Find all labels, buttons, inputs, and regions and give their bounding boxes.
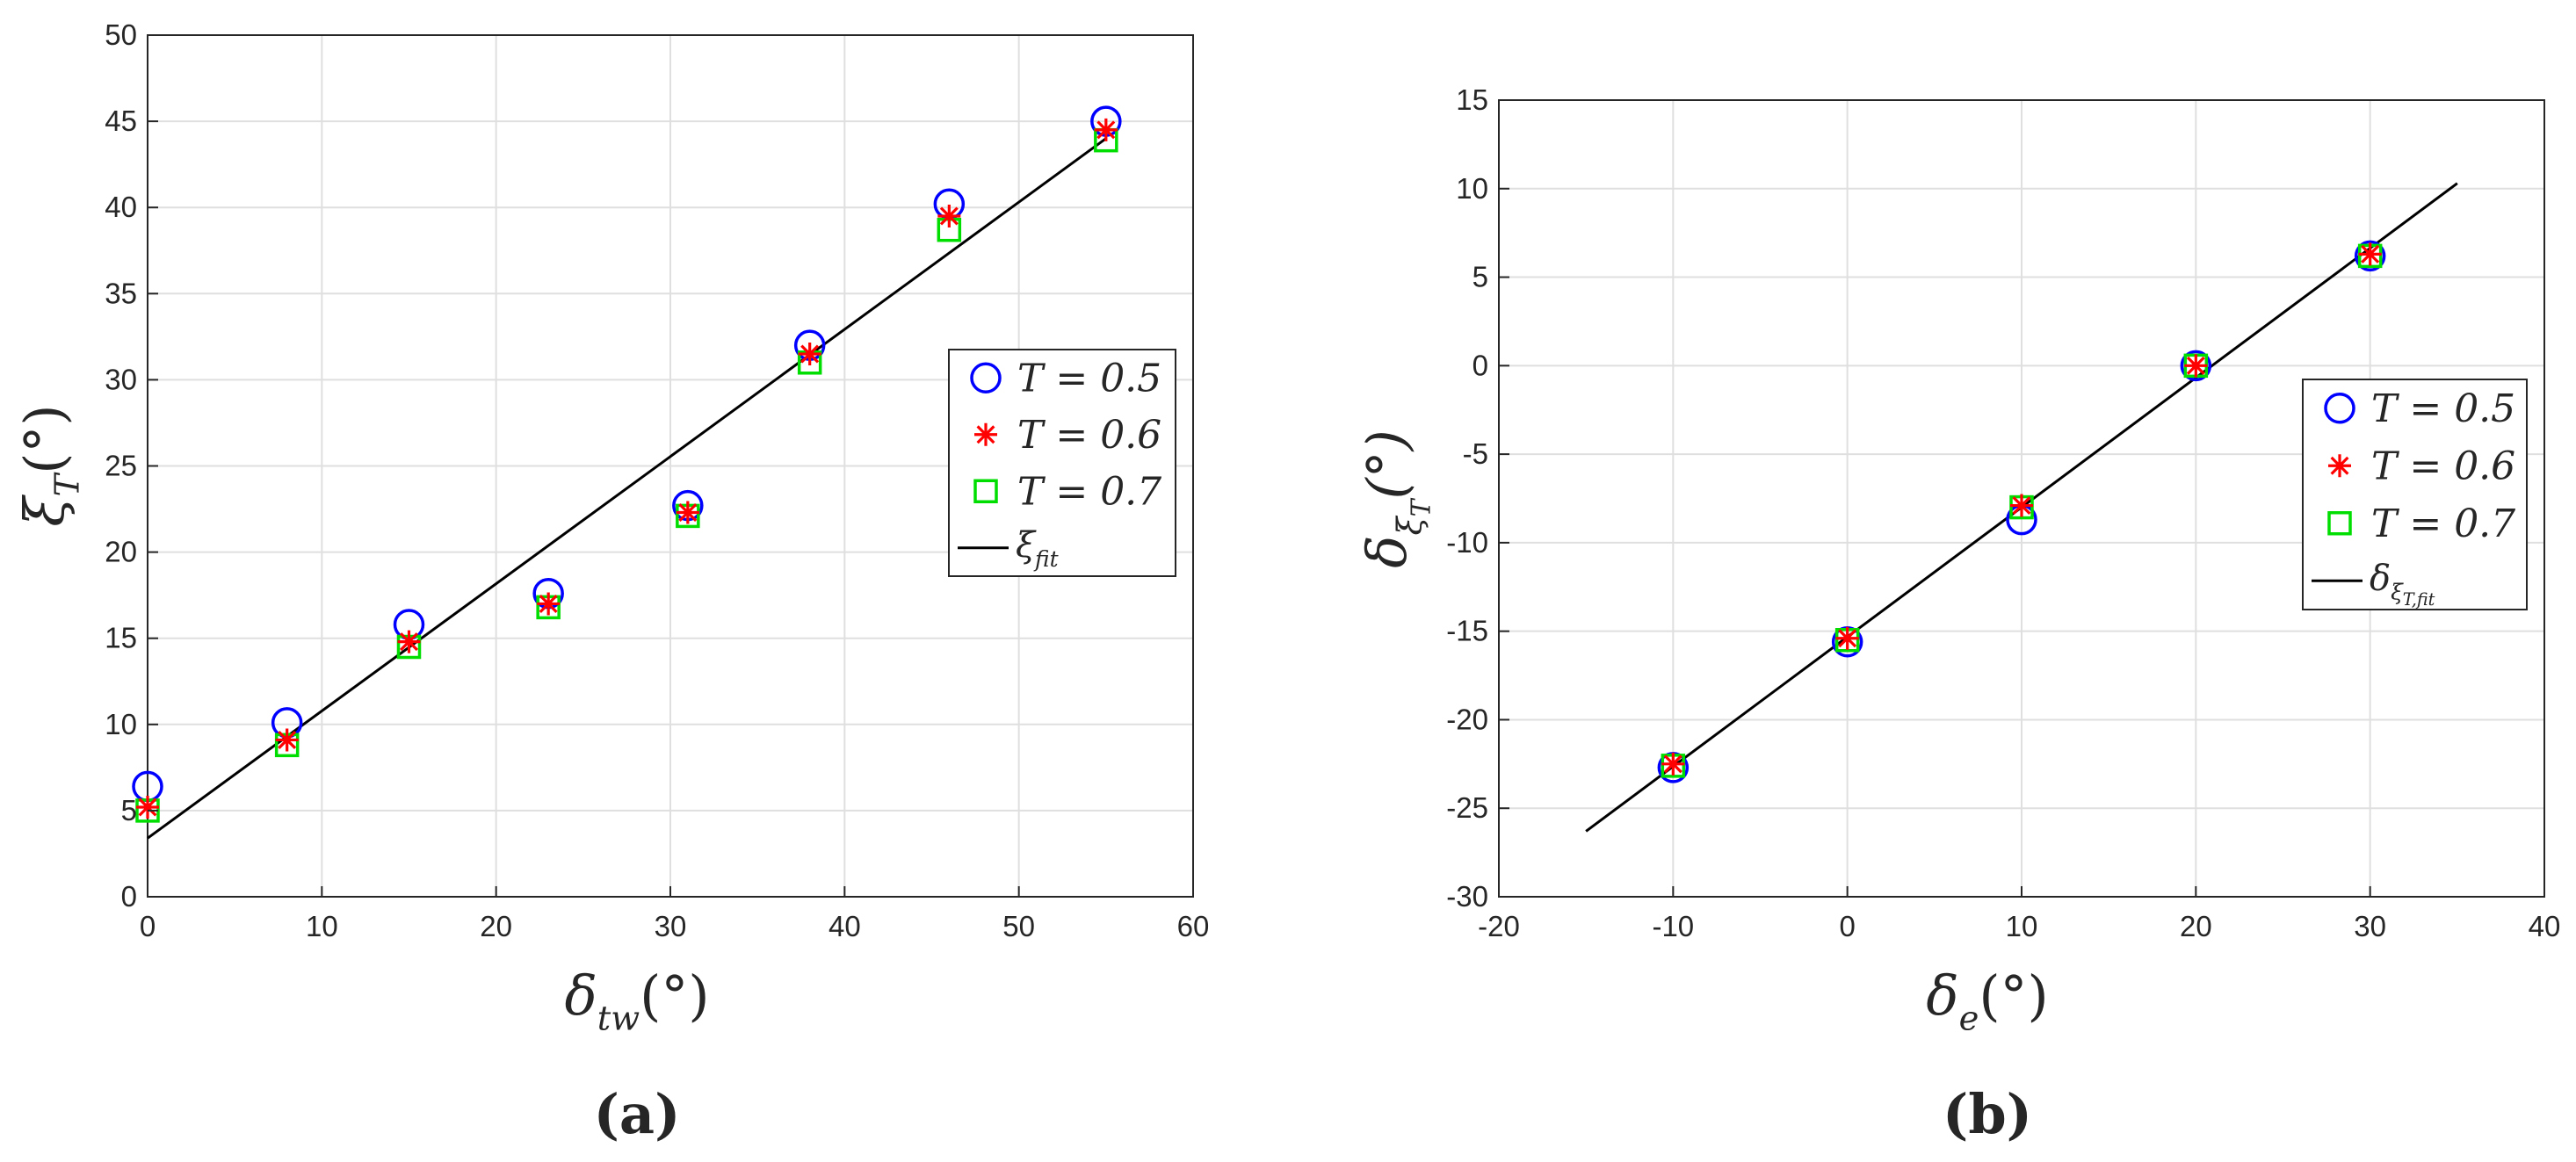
panel-a-point-asterisk	[275, 728, 299, 752]
panel-a-y-tick-label: 25	[105, 450, 137, 482]
panel-a-point-asterisk	[676, 501, 699, 524]
panel-b-y-tick-label: 15	[1456, 83, 1488, 116]
panel-b-y-tick-label: -15	[1446, 615, 1488, 647]
panel-a-x-tick-label: 10	[306, 910, 338, 942]
panel-b-x-tick-label: 30	[2354, 910, 2386, 942]
panel-a-legend-asterisk-icon	[974, 422, 997, 446]
panel-b-legend-label: T = 0.7	[2371, 502, 2515, 546]
panel-a-legend-square-icon	[973, 479, 998, 503]
panel-a-fit-line	[147, 137, 1107, 840]
panel-a-y-tick-label: 45	[105, 105, 137, 137]
panel-a-y-tick-label: 0	[121, 880, 137, 913]
panel-b-legend-asterisk-icon	[2328, 454, 2351, 478]
panel-a-y-axis-label: ξT(°)	[12, 404, 87, 526]
panel-a-x-tick-label: 30	[655, 910, 687, 942]
panel-b-legend-circle-icon	[2324, 393, 2355, 424]
panel-a-point-asterisk	[537, 592, 561, 616]
panel-b-y-ticks: -30 -25 -20 -15 -10 -5 0 5 10 15	[1446, 83, 1509, 913]
panel-b-point-asterisk	[1661, 752, 1685, 776]
panel-b-ylabel-text: δξT(°)	[1355, 429, 1436, 568]
panel-a-legend-fit-label: ξfit	[1016, 525, 1059, 572]
panel-a-x-axis-label: δtw(°)	[564, 964, 709, 1038]
panel-b-y-tick-label: -10	[1446, 526, 1488, 559]
panel-b-x-tick-label: 20	[2180, 910, 2212, 942]
panel-b-legend-label: T = 0.6	[2371, 444, 2515, 488]
panel-b-y-tick-label: 0	[1473, 349, 1488, 381]
panel-a-y-tick-label: 50	[105, 18, 137, 51]
panel-b-xlabel-text: δe(°)	[1926, 964, 2048, 1038]
panel-a-ylabel-text: ξT(°)	[12, 404, 87, 526]
panel-a-y-tick-label: 20	[105, 536, 137, 568]
panel-b: -20 -10 0 10 20 30 40 -30-25-20-15-10-5051015 …	[1355, 83, 2560, 1146]
panel-a-point-asterisk	[1094, 118, 1118, 141]
panel-a-point-asterisk	[397, 630, 421, 653]
panel-a-x-tick-label: 50	[1002, 910, 1035, 942]
panel-b-point-circle	[2180, 350, 2212, 382]
panel-b-point-asterisk	[1835, 626, 1859, 650]
panel-a-legend-circle-icon	[970, 362, 1002, 393]
panel-b-markers	[1657, 240, 2386, 783]
panel-b-y-tick-label: -25	[1446, 791, 1488, 824]
panel-a-y-ticks: 0 5 10 15 20 25 30 35 40 45 50	[105, 18, 158, 913]
panel-a-legend: T = 0.5 T = 0.6 T = 0.7 ξfit	[948, 349, 1176, 577]
panel-b-caption: (b)	[1943, 1082, 2032, 1146]
panel-b-point-circle	[2354, 240, 2386, 272]
panel-b-legend-square-icon	[2327, 511, 2352, 536]
panel-a-legend-box	[948, 349, 1176, 577]
panel-b-legend-box	[2302, 379, 2528, 610]
panel-a-x-tick-label: 40	[829, 910, 861, 942]
panel-b-legend: T = 0.5 T = 0.6 T = 0.7 δξT,fit	[2302, 379, 2528, 610]
panel-a-point-asterisk	[798, 342, 821, 365]
panel-a-x-tick-label: 60	[1177, 910, 1210, 942]
panel-b-x-tick-label: 0	[1839, 910, 1855, 942]
panel-a-legend-label: T = 0.6	[1017, 413, 1161, 458]
panel-b-legend-fit-label: δξT,fit	[2370, 558, 2435, 610]
panel-b-point-asterisk	[2010, 494, 2033, 517]
panel-b-y-axis-label: δξT(°)	[1355, 429, 1436, 568]
panel-b-x-tick-label: -20	[1478, 910, 1520, 942]
panel-a-y-tick-label: 15	[105, 622, 137, 654]
panel-b-x-tick-label: 10	[2006, 910, 2038, 942]
panel-b-y-tick-label: -30	[1446, 880, 1488, 913]
panel-b-y-tick-label: -5	[1463, 437, 1488, 470]
panel-b-x-ticks: -20 -10 0 10 20 30 40	[1478, 886, 2560, 942]
panel-a-xlabel-text: δtw(°)	[564, 964, 709, 1038]
panel-a-legend-label: T = 0.5	[1017, 356, 1161, 401]
panel-a-fit-line-group	[147, 137, 1107, 840]
panel-b-x-axis-label: δe(°)	[1926, 964, 2048, 1038]
panel-a-y-tick-label: 10	[105, 708, 137, 740]
panel-b-y-tick-label: 5	[1473, 261, 1488, 293]
panel-b-point-asterisk	[2184, 354, 2208, 378]
panel-a: 0 10 20 30 40 50 60 0 5 10 15 20 25 30 35 40 45 50 T = 0…	[12, 18, 1209, 1146]
panel-a-x-tick-label: 20	[480, 910, 512, 942]
panel-a-y-tick-label: 40	[105, 191, 137, 223]
panel-a-legend-label: T = 0.7	[1017, 469, 1161, 514]
panel-a-y-tick-label: 5	[121, 794, 137, 826]
panel-a-x-ticks: 0 10 20 30 40 50 60	[140, 886, 1210, 942]
panel-a-y-tick-label: 35	[105, 277, 137, 309]
panel-b-x-tick-label: 40	[2529, 910, 2561, 942]
panel-a-point-asterisk	[136, 795, 159, 819]
panel-b-x-tick-label: -10	[1652, 910, 1694, 942]
panel-b-legend-label: T = 0.5	[2371, 386, 2515, 431]
panel-b-y-tick-label: 10	[1456, 172, 1488, 205]
panel-a-x-tick-label: 0	[140, 910, 156, 942]
panel-a-point-asterisk	[937, 205, 961, 228]
panel-b-y-tick-label: -20	[1446, 703, 1488, 735]
panel-a-caption: (a)	[594, 1082, 681, 1146]
panel-a-markers	[132, 105, 1122, 823]
panel-b-point-asterisk	[2358, 242, 2382, 266]
panel-a-y-tick-label: 30	[105, 363, 137, 395]
